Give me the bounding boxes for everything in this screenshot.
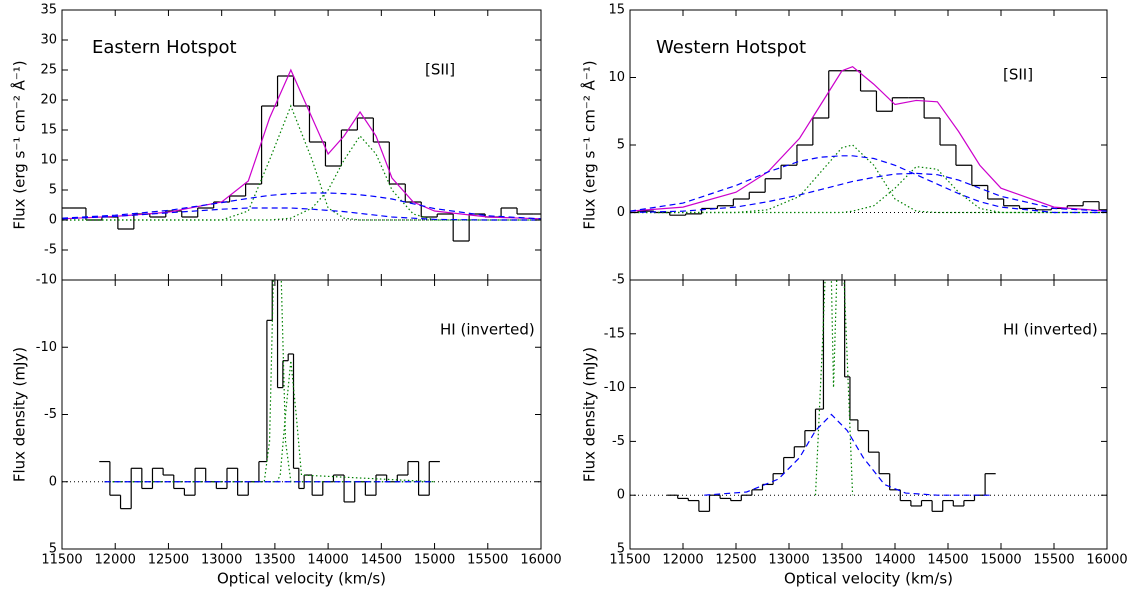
x-tick-label: 14000 (307, 553, 348, 568)
x-tick-label: 12500 (715, 553, 756, 568)
x-tick-label: 16000 (1086, 553, 1127, 568)
x-tick-label: 16000 (520, 553, 561, 568)
y-axis-label: Flux density (mJy) (581, 347, 599, 482)
y-tick-label: 20 (40, 93, 57, 108)
dotted-curve (62, 104, 541, 221)
plot-area (630, 280, 1107, 512)
x-tick-label: 15000 (980, 553, 1021, 568)
y-tick-label: -5 (612, 434, 625, 449)
y-axis-label: Flux (erg s⁻¹ cm⁻² Å⁻¹) (580, 60, 599, 229)
y-tick-label: -5 (612, 273, 625, 288)
x-tick-label: 12000 (662, 553, 703, 568)
plot-area (630, 66, 1107, 216)
y-tick-label: -10 (36, 340, 57, 355)
x-tick-label: 11500 (609, 553, 650, 568)
step-connector (109, 280, 430, 509)
y-tick-label: 10 (608, 70, 625, 85)
x-tick-label: 13500 (254, 553, 295, 568)
dashed-curve (630, 155, 1107, 214)
y-axis-label: Flux density (mJy) (11, 347, 29, 482)
x-axis-label: Optical velocity (km/s) (217, 570, 386, 588)
x-tick-label: 15000 (414, 553, 455, 568)
y-tick-label: 5 (49, 183, 57, 198)
x-tick-label: 13000 (201, 553, 242, 568)
y-tick-label: 30 (40, 33, 57, 48)
annotation: HI (inverted) (440, 321, 535, 339)
dotted-curve (62, 135, 541, 221)
plot-area (62, 68, 541, 242)
y-tick-label: -5 (44, 243, 57, 258)
annotation: Eastern Hotspot (92, 37, 237, 58)
line-curve (630, 66, 1107, 212)
y-tick-label: -10 (604, 380, 625, 395)
annotation: HI (inverted) (1003, 321, 1098, 339)
step-connector (677, 280, 986, 512)
y-tick-label: 35 (40, 3, 57, 18)
dashed-curve (630, 172, 1107, 214)
x-tick-label: 12000 (95, 553, 136, 568)
y-tick-label: -10 (36, 273, 57, 288)
x-tick-label: 14000 (874, 553, 915, 568)
plot-area (62, 280, 541, 510)
x-tick-label: 13500 (821, 553, 862, 568)
dotted-curve (630, 165, 1107, 214)
y-tick-label: -5 (44, 407, 57, 422)
y-tick-label: 5 (617, 542, 625, 557)
y-axis-label: Flux (erg s⁻¹ cm⁻² Å⁻¹) (10, 60, 29, 229)
y-tick-label: 5 (617, 138, 625, 153)
x-tick-label: 14500 (927, 553, 968, 568)
y-tick-label: 15 (40, 123, 57, 138)
dotted-curve (814, 280, 854, 496)
dotted-curve (630, 144, 1107, 214)
step-connector (85, 76, 518, 241)
dashed-curve (62, 192, 541, 220)
dashed-curve (704, 413, 991, 496)
annotation: Western Hotspot (656, 37, 806, 58)
y-tick-label: 0 (617, 205, 625, 220)
y-tick-label: 5 (49, 542, 57, 557)
dotted-curve (104, 360, 435, 483)
annotation: [SII] (1003, 66, 1033, 84)
y-tick-label: 15 (608, 3, 625, 18)
annotation: [SII] (425, 61, 455, 79)
y-tick-label: -15 (604, 326, 625, 341)
x-tick-label: 12500 (148, 553, 189, 568)
step-connector (637, 70, 1100, 216)
x-tick-label: 13000 (768, 553, 809, 568)
x-axis-label: Optical velocity (km/s) (784, 570, 953, 588)
dotted-curve (104, 280, 435, 483)
x-tick-label: 14500 (361, 553, 402, 568)
y-tick-label: 0 (49, 474, 57, 489)
y-tick-label: 25 (40, 63, 57, 78)
line-curve (62, 68, 541, 220)
x-tick-label: 11500 (41, 553, 82, 568)
y-tick-label: 0 (617, 488, 625, 503)
x-tick-label: 15500 (1033, 553, 1074, 568)
x-tick-label: 15500 (467, 553, 508, 568)
dashed-curve (62, 207, 541, 221)
y-tick-label: 10 (40, 153, 57, 168)
axes-frame (629, 279, 1108, 550)
y-tick-label: 0 (49, 213, 57, 228)
